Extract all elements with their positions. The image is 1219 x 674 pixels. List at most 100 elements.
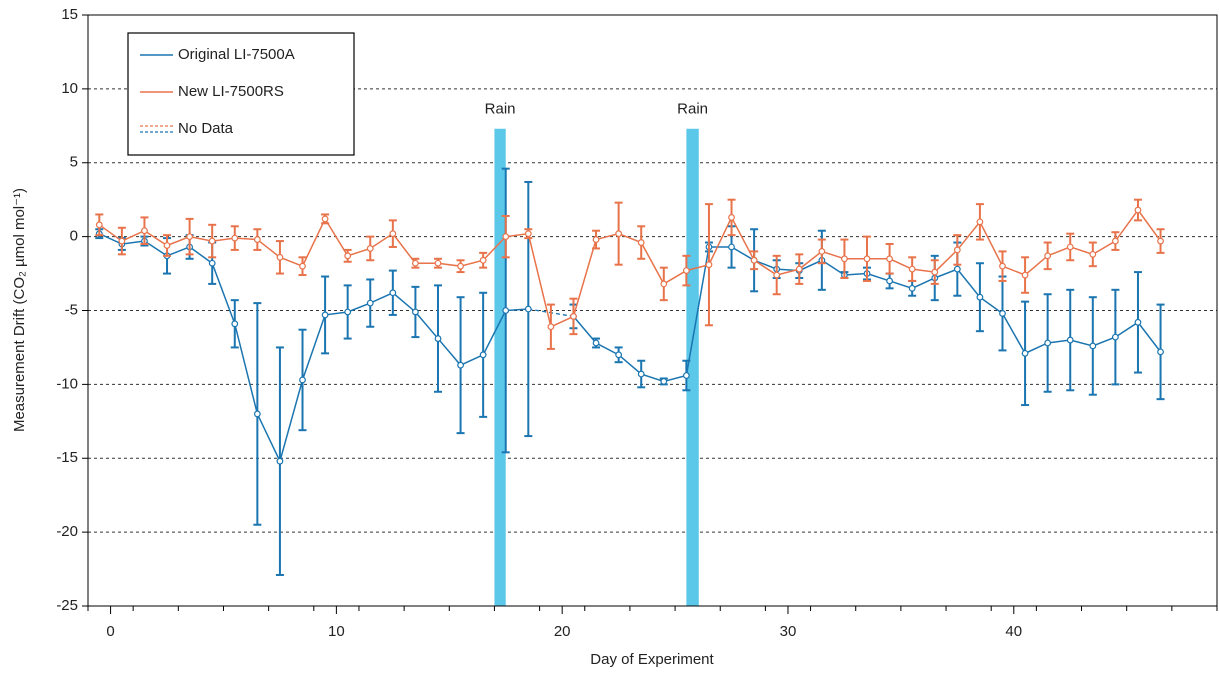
point (457, 361, 464, 369)
x-axis-label: Day of Experiment (590, 651, 714, 668)
point (434, 335, 442, 342)
point (931, 268, 939, 276)
x-tick-label: 40 (1005, 623, 1022, 640)
y-axis-label: Measurement Drift (CO₂ µmol mol⁻¹) (11, 188, 28, 432)
point (976, 218, 984, 226)
series-line (98, 208, 1162, 328)
point (299, 376, 306, 384)
point (1066, 243, 1074, 251)
point (615, 230, 623, 238)
band-label: Rain (677, 101, 708, 118)
point (479, 256, 487, 264)
plot-frame (87, 14, 1218, 607)
point (705, 261, 713, 269)
x-tick-label: 0 (106, 623, 114, 640)
point (999, 310, 1006, 317)
y-tick-label: 10 (61, 80, 78, 97)
point (1021, 271, 1029, 279)
point (366, 299, 374, 307)
y-tick-label: -25 (56, 597, 78, 614)
point (637, 239, 645, 246)
point (524, 230, 532, 238)
point (299, 262, 306, 270)
point (118, 237, 126, 245)
y-tick-label: -15 (56, 449, 78, 466)
y-tick-label: 5 (70, 154, 78, 171)
legend-label: Original LI-7500A (178, 46, 295, 63)
point (253, 410, 261, 418)
point (1044, 339, 1052, 347)
x-tick-label: 20 (554, 623, 571, 640)
point (908, 284, 916, 292)
point (208, 237, 216, 245)
point (434, 259, 442, 267)
point (1134, 318, 1142, 326)
point (682, 372, 690, 379)
legend-label: New LI-7500RS (178, 83, 284, 100)
point (231, 234, 239, 242)
point (592, 236, 600, 243)
point (389, 289, 397, 297)
point (773, 271, 781, 279)
point (1066, 336, 1074, 344)
point (660, 378, 668, 385)
point (750, 256, 758, 264)
point (276, 253, 284, 261)
point (1021, 349, 1029, 357)
point (1157, 348, 1164, 356)
x-tick-label: 10 (328, 623, 345, 640)
y-tick-label: -5 (65, 301, 78, 318)
rain-band (686, 128, 699, 606)
point (321, 311, 329, 319)
point (999, 262, 1006, 270)
point (637, 370, 645, 378)
point (366, 245, 374, 252)
point (412, 259, 419, 267)
point (479, 351, 487, 359)
point (231, 320, 239, 328)
point (728, 243, 735, 251)
point (660, 280, 668, 288)
point (1157, 237, 1164, 245)
point (412, 308, 419, 316)
point (841, 255, 848, 263)
point (502, 307, 510, 314)
point (1111, 333, 1119, 341)
point (592, 339, 600, 347)
point (863, 255, 871, 263)
point (457, 262, 464, 270)
series-line (98, 232, 529, 464)
y-tick-label: -20 (56, 523, 78, 540)
point (570, 313, 577, 320)
point (976, 293, 984, 301)
point (186, 233, 194, 241)
point (953, 265, 961, 273)
point (276, 457, 284, 465)
point (682, 267, 690, 275)
point (253, 236, 261, 243)
point (95, 221, 103, 229)
point (524, 305, 532, 313)
point (389, 230, 397, 238)
x-tick-label: 30 (780, 623, 797, 640)
point (1044, 252, 1052, 260)
band-label: Rain (485, 101, 516, 118)
point (908, 265, 916, 273)
point (1089, 342, 1097, 350)
point (1089, 250, 1097, 258)
point (886, 255, 893, 263)
point (502, 233, 510, 241)
point (1111, 237, 1119, 245)
legend-label: No Data (178, 120, 234, 137)
point (344, 308, 352, 316)
rain-band (494, 128, 506, 606)
point (1134, 206, 1142, 214)
point (163, 242, 171, 249)
point (886, 277, 893, 285)
y-tick-label: -10 (56, 375, 78, 392)
y-tick-label: 15 (61, 6, 78, 23)
point (728, 214, 735, 221)
point (321, 215, 329, 223)
point (795, 265, 803, 273)
